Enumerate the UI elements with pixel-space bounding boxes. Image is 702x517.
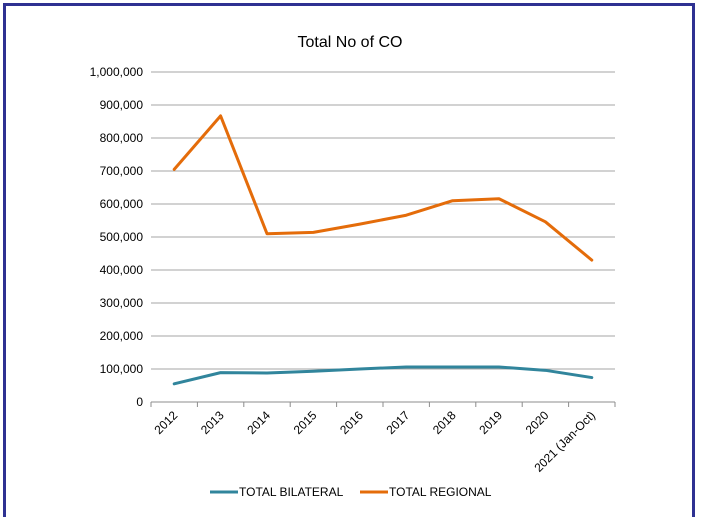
y-tick-label: 400,000: [100, 263, 144, 277]
x-tick-label: 2016: [337, 408, 366, 437]
x-tick-label: 2013: [198, 408, 227, 437]
x-axis-ticks: 2012 2013 2014 2015 2016 2017 2018 2019 20202021…: [150, 402, 616, 475]
y-axis-ticks: 0 100,000 200,000 300,000 400,000 500,000 600,…: [90, 65, 144, 409]
y-tick-label: 700,000: [100, 164, 144, 178]
chart-title: Total No of CO: [298, 34, 403, 51]
x-tick-label: 2020: [523, 408, 552, 437]
y-tick-label: 200,000: [100, 329, 144, 343]
x-tick-label: 2012: [152, 408, 181, 437]
y-tick-label: 0: [136, 395, 143, 409]
y-tick-label: 1,000,000: [90, 65, 144, 79]
chart-frame: [3, 3, 695, 517]
series-line-total-bilateral: [172, 365, 594, 386]
x-tick-label: 2014: [244, 408, 273, 437]
x-tick-label: 2015: [291, 408, 320, 437]
y-tick-label: 100,000: [100, 362, 144, 376]
y-tick-label: 600,000: [100, 197, 144, 211]
x-tick-label: 2017: [384, 408, 413, 437]
legend-label: TOTAL REGIONAL: [389, 485, 492, 499]
y-tick-label: 500,000: [100, 230, 144, 244]
y-tick-label: 900,000: [100, 98, 144, 112]
x-tick-label: 2019: [476, 408, 505, 437]
y-tick-label: 800,000: [100, 131, 144, 145]
gridlines: [151, 71, 615, 403]
legend-label: TOTAL BILATERAL: [239, 485, 344, 499]
legend: TOTAL BILATERAL TOTAL REGIONAL: [210, 485, 492, 499]
y-tick-label: 300,000: [100, 296, 144, 310]
series-lines: [172, 114, 594, 386]
x-tick-label: 2018: [430, 408, 459, 437]
series-line-total-regional: [172, 114, 594, 262]
